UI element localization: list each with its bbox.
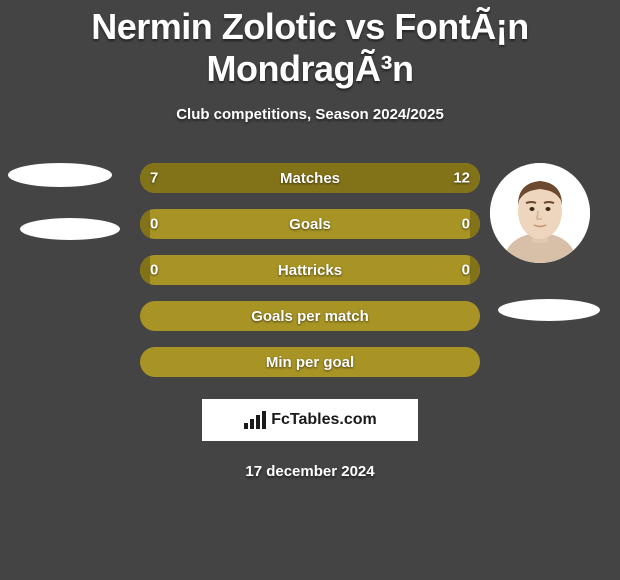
stat-bar: 0 0 Goals bbox=[140, 209, 480, 239]
avatar-left-placeholder-1 bbox=[8, 163, 112, 187]
stat-bar: 7 12 Matches bbox=[140, 163, 480, 193]
stat-label: Matches bbox=[280, 170, 340, 187]
date-text: 17 december 2024 bbox=[0, 463, 620, 480]
stat-bar-fill-right bbox=[470, 255, 480, 285]
stat-value-left: 0 bbox=[150, 216, 158, 233]
avatar-left-placeholder-2 bbox=[20, 218, 120, 240]
stat-label: Min per goal bbox=[266, 354, 354, 371]
stat-bars: 7 12 Matches 0 0 Goals 0 0 Hattricks Goals per ma… bbox=[140, 163, 480, 377]
stat-value-right: 0 bbox=[462, 262, 470, 279]
avatar-right-placeholder-2 bbox=[498, 299, 600, 321]
logo-text: FcTables.com bbox=[271, 411, 377, 429]
stat-bar-fill-left bbox=[140, 163, 265, 193]
stat-value-left: 0 bbox=[150, 262, 158, 279]
stat-bar: 0 0 Hattricks bbox=[140, 255, 480, 285]
stat-label: Goals bbox=[289, 216, 331, 233]
logo-box: FcTables.com bbox=[202, 399, 418, 441]
stat-bar: Goals per match bbox=[140, 301, 480, 331]
stat-bar-fill-left bbox=[140, 209, 150, 239]
stat-value-right: 12 bbox=[453, 170, 470, 187]
stat-label: Goals per match bbox=[251, 308, 369, 325]
bar-chart-icon bbox=[243, 410, 267, 430]
stat-bar-fill-left bbox=[140, 255, 150, 285]
stat-value-right: 0 bbox=[462, 216, 470, 233]
page-title: Nermin Zolotic vs FontÃ¡n MondragÃ³n bbox=[0, 0, 620, 90]
stat-bar-fill-right bbox=[470, 209, 480, 239]
stat-bar: Min per goal bbox=[140, 347, 480, 377]
stat-label: Hattricks bbox=[278, 262, 342, 279]
avatar-right bbox=[490, 163, 590, 263]
player-photo-icon bbox=[490, 163, 590, 263]
stats-content: 7 12 Matches 0 0 Goals 0 0 Hattricks Goals per ma… bbox=[0, 163, 620, 480]
subtitle: Club competitions, Season 2024/2025 bbox=[0, 106, 620, 123]
stat-value-left: 7 bbox=[150, 170, 158, 187]
